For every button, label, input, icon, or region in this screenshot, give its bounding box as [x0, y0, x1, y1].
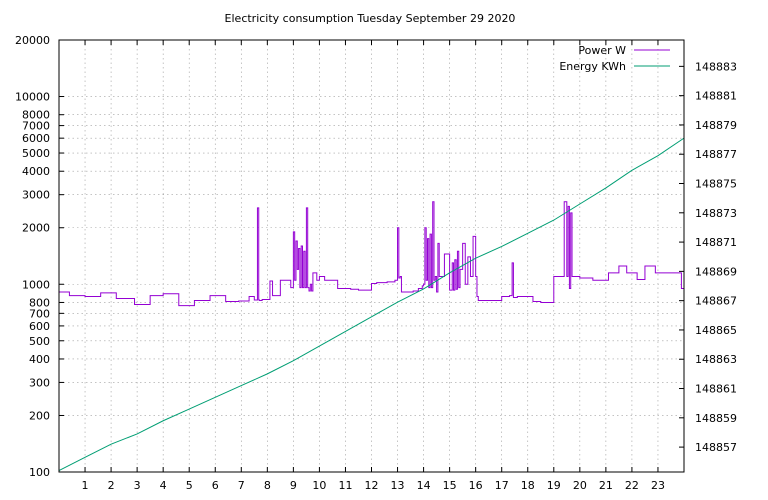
- legend: Power W Energy KWh: [559, 44, 670, 73]
- y-tick-label: 20000: [15, 34, 50, 47]
- y-tick-label: 7000: [22, 120, 50, 133]
- x-tick-label: 19: [547, 479, 561, 492]
- x-tick-label: 9: [290, 479, 297, 492]
- x-tick-label: 3: [134, 479, 141, 492]
- y-tick-label: 4000: [22, 165, 50, 178]
- y-tick-label: 500: [29, 335, 50, 348]
- y2-tick-label: 148867: [695, 295, 737, 308]
- x-tick-label: 1: [82, 479, 89, 492]
- legend-label-power-w: Power W: [578, 44, 626, 57]
- x-tick-label: 21: [599, 479, 613, 492]
- y-tick-label: 5000: [22, 147, 50, 160]
- y-tick-label: 8000: [22, 109, 50, 122]
- tick-labels: 1 2 3 4 5 6 7 8 9 10 11 12 13 14 15 16 17 18 19 20 21 22 23100…: [15, 34, 737, 492]
- y-tick-label: 800: [29, 296, 50, 309]
- x-tick-label: 15: [443, 479, 457, 492]
- y2-tick-label: 148859: [695, 412, 737, 425]
- y2-tick-label: 148857: [695, 441, 737, 454]
- y-tick-label: 2000: [22, 222, 50, 235]
- grid-lines: [59, 40, 684, 472]
- y-tick-label: 300: [29, 376, 50, 389]
- x-tick-label: 11: [338, 479, 352, 492]
- x-tick-label: 6: [212, 479, 219, 492]
- y-tick-label: 10000: [15, 91, 50, 104]
- y-tick-label: 600: [29, 320, 50, 333]
- y-tick-label: 700: [29, 307, 50, 320]
- y2-tick-label: 148861: [695, 383, 737, 396]
- x-tick-label: 7: [238, 479, 245, 492]
- legend-label-energy-kwh: Energy KWh: [559, 60, 626, 73]
- y2-tick-label: 148883: [695, 60, 737, 73]
- y-tick-label: 100: [29, 466, 50, 479]
- series-line-power-w: [59, 201, 684, 307]
- x-tick-label: 8: [264, 479, 271, 492]
- x-tick-label: 10: [312, 479, 326, 492]
- x-tick-label: 12: [365, 479, 379, 492]
- x-tick-label: 22: [625, 479, 639, 492]
- y2-tick-label: 148863: [695, 353, 737, 366]
- x-tick-label: 17: [495, 479, 509, 492]
- y2-tick-label: 148875: [695, 178, 737, 191]
- chart-title: Electricity consumption Tuesday Septembe…: [225, 12, 516, 25]
- x-tick-label: 14: [417, 479, 431, 492]
- y-tick-label: 400: [29, 353, 50, 366]
- y2-tick-label: 148871: [695, 236, 737, 249]
- x-tick-label: 5: [186, 479, 193, 492]
- x-tick-label: 16: [469, 479, 483, 492]
- x-tick-label: 4: [160, 479, 167, 492]
- y2-tick-label: 148881: [695, 90, 737, 103]
- y2-tick-label: 148873: [695, 207, 737, 220]
- y-tick-label: 1000: [22, 278, 50, 291]
- x-tick-label: 2: [108, 479, 115, 492]
- y2-tick-label: 148879: [695, 119, 737, 132]
- x-tick-label: 20: [573, 479, 587, 492]
- y2-tick-label: 148877: [695, 148, 737, 161]
- plot-area: [58, 137, 685, 471]
- y2-tick-label: 148865: [695, 324, 737, 337]
- y-tick-label: 200: [29, 409, 50, 422]
- x-tick-label: 13: [391, 479, 405, 492]
- x-tick-label: 18: [521, 479, 535, 492]
- y-tick-label: 3000: [22, 189, 50, 202]
- y2-tick-label: 148869: [695, 265, 737, 278]
- x-tick-label: 23: [651, 479, 665, 492]
- series-line-energy-kwh: [58, 137, 685, 471]
- y-tick-label: 6000: [22, 132, 50, 145]
